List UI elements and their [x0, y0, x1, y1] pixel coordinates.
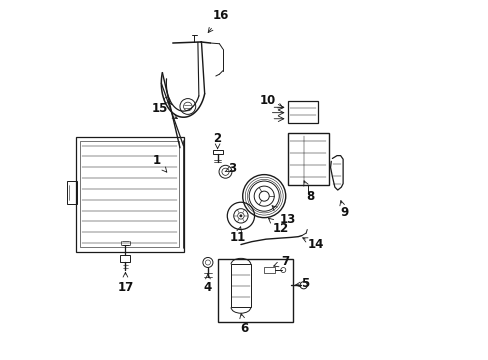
Text: 12: 12 [268, 218, 288, 235]
Circle shape [259, 191, 269, 201]
Text: 5: 5 [295, 278, 309, 291]
Bar [287, 134, 328, 185]
Bar [67, 181, 77, 204]
Bar [212, 150, 222, 154]
Text: 7: 7 [273, 255, 289, 268]
Bar [287, 101, 317, 123]
Text: 3: 3 [224, 162, 236, 175]
Text: 2: 2 [213, 132, 221, 149]
Text: 10: 10 [259, 94, 283, 108]
Text: 15: 15 [152, 102, 177, 118]
Text: 11: 11 [229, 227, 245, 244]
Text: 14: 14 [302, 238, 324, 251]
Bar [120, 255, 130, 262]
Text: 6: 6 [239, 314, 248, 335]
Text: 8: 8 [303, 181, 314, 203]
Text: 17: 17 [117, 273, 133, 294]
Circle shape [239, 215, 242, 217]
Text: 1: 1 [152, 154, 166, 172]
Bar [217, 259, 292, 321]
Circle shape [237, 213, 244, 219]
Bar [80, 141, 179, 247]
Text: 13: 13 [271, 206, 295, 226]
Bar [230, 264, 250, 307]
Text: 9: 9 [339, 201, 347, 219]
Text: 4: 4 [203, 274, 212, 294]
Bar [76, 137, 183, 252]
Bar [264, 267, 274, 273]
Text: 16: 16 [208, 9, 229, 32]
